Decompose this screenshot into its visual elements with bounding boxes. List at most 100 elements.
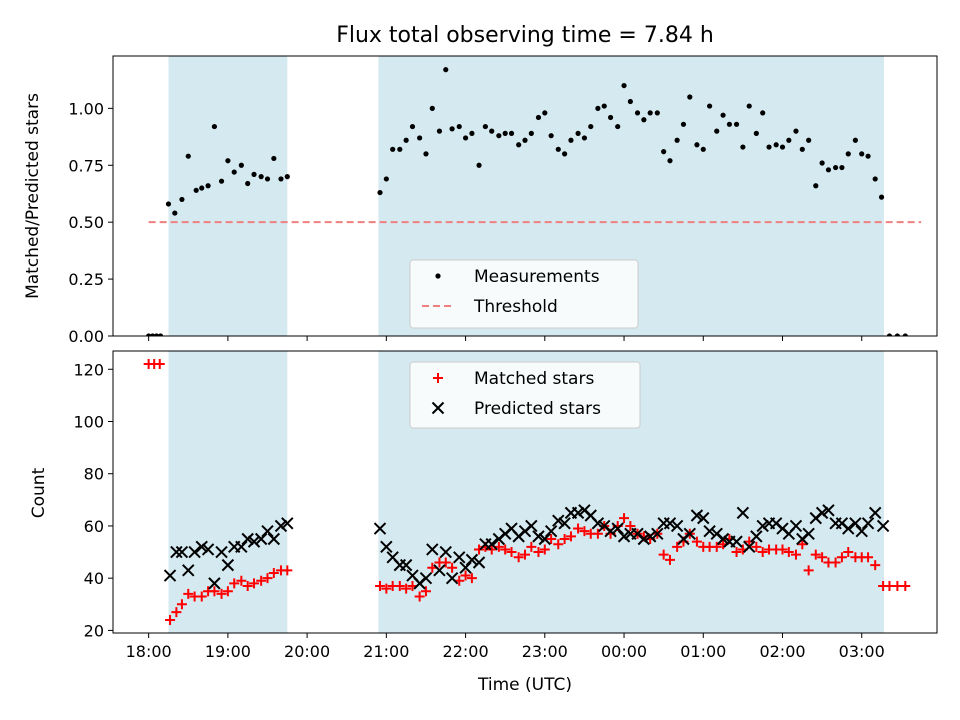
x-tick-label: 03:00 [839, 642, 885, 661]
measurement-point [225, 158, 231, 164]
measurement-point [377, 189, 383, 196]
legend-marker-measurements [435, 273, 441, 279]
predicted-stars-point [221, 558, 235, 572]
predicted-stars-point [419, 571, 433, 585]
predicted-stars-point [439, 545, 452, 559]
measurement-point [839, 164, 845, 171]
measurement-point [634, 110, 641, 116]
measurement-point [627, 98, 633, 105]
matched-stars-point [249, 578, 260, 589]
y-tick-label: 1.00 [68, 99, 104, 118]
measurement-point [799, 146, 805, 152]
observing-window [168, 56, 288, 336]
measurement-point [153, 333, 160, 336]
measurement-point [548, 133, 554, 139]
measurement-point [720, 112, 726, 118]
matched-stars-point [526, 541, 537, 552]
measurement-point [429, 105, 435, 111]
matched-stars-point [196, 591, 207, 602]
measurement-point [508, 130, 515, 136]
measurement-point [423, 151, 429, 157]
measurement-point [205, 183, 211, 189]
matched-stars-point [486, 544, 497, 555]
plot-frame [112, 350, 938, 634]
matched-stars-point [506, 547, 517, 558]
matched-stars-point [154, 359, 165, 370]
matched-stars-point [870, 560, 881, 571]
predicted-stars-point [683, 527, 697, 540]
matched-stars-point [460, 570, 471, 581]
predicted-stars-point [235, 540, 248, 554]
measurement-point [607, 114, 614, 121]
legend: Measurements Threshold [409, 259, 639, 329]
measurement-point [740, 144, 746, 150]
matched-stars-point [520, 549, 530, 560]
measurement-point [199, 185, 205, 191]
measurement-point [878, 194, 885, 200]
measurement-point [476, 162, 482, 168]
predicted-stars-point [538, 532, 552, 546]
measurement-point [680, 121, 687, 127]
matched-stars-point [619, 513, 630, 524]
matched-stars-point [420, 586, 431, 597]
predicted-stars-point [697, 511, 710, 525]
matched-stars-point [394, 581, 405, 591]
matched-stars-point [440, 557, 451, 568]
predicted-stars-point [433, 564, 446, 577]
predicted-stars-point [459, 561, 472, 574]
matched-stars-point [222, 586, 233, 597]
matched-stars-point [559, 534, 570, 544]
y-tick-label: 120 [73, 360, 104, 379]
predicted-stars-point [170, 545, 183, 559]
measurement-point [271, 155, 277, 162]
predicted-stars-point [274, 519, 288, 533]
measurement-point [641, 117, 647, 123]
y-tick-label: 0.75 [68, 156, 104, 175]
measurement-point [150, 333, 156, 336]
y-tick-label: 0.00 [68, 327, 104, 346]
predicted-stars-point [611, 522, 624, 535]
predicted-stars-point [182, 564, 195, 577]
measurement-point [825, 167, 832, 173]
matched-stars-point [658, 549, 669, 560]
predicted-stars-point [485, 538, 498, 551]
measurement-point [786, 137, 792, 143]
measurement-point [456, 123, 462, 130]
predicted-stars-point [617, 530, 631, 543]
matched-stars-point [256, 575, 267, 586]
predicted-stars-point [261, 524, 274, 538]
predicted-stars-point [247, 535, 261, 548]
predicted-stars-point [195, 540, 208, 554]
measurement-point [516, 142, 522, 148]
bottom-panel: 20 40 60 80 100 120 18:00 19:00 20:00 21:00 22:00 2… [73, 350, 938, 661]
measurement-point [714, 128, 720, 134]
measurement-point [760, 110, 766, 116]
measurement-point [535, 114, 542, 121]
measurement-point [568, 137, 574, 143]
predicted-stars-point [743, 540, 756, 554]
matched-stars-point [744, 536, 755, 547]
predicted-stars-point [281, 517, 294, 530]
predicted-stars-point [663, 517, 677, 530]
predicted-stars-point [604, 524, 617, 538]
predicted-stars-point [690, 509, 704, 522]
measurement-point [179, 196, 185, 203]
predicted-stars-point [855, 524, 868, 538]
measurement-point [502, 130, 508, 136]
chart-title: Flux total observing time = 7.84 h [336, 23, 714, 48]
measurement-point [562, 151, 568, 157]
matched-stars-point [672, 541, 683, 552]
matched-stars-point [830, 557, 841, 568]
matched-stars-point [900, 581, 911, 591]
legend-marker-predicted [431, 401, 445, 415]
x-tick-label: 19:00 [205, 642, 251, 661]
measurement-point [902, 333, 908, 336]
measurement-point [813, 183, 819, 189]
measurement-point [278, 176, 284, 182]
matched-stars-point [165, 614, 176, 625]
matched-stars-point [533, 547, 544, 558]
matched-stars-point [573, 523, 584, 534]
measurement-point [621, 82, 627, 89]
measurement-point [417, 135, 423, 141]
